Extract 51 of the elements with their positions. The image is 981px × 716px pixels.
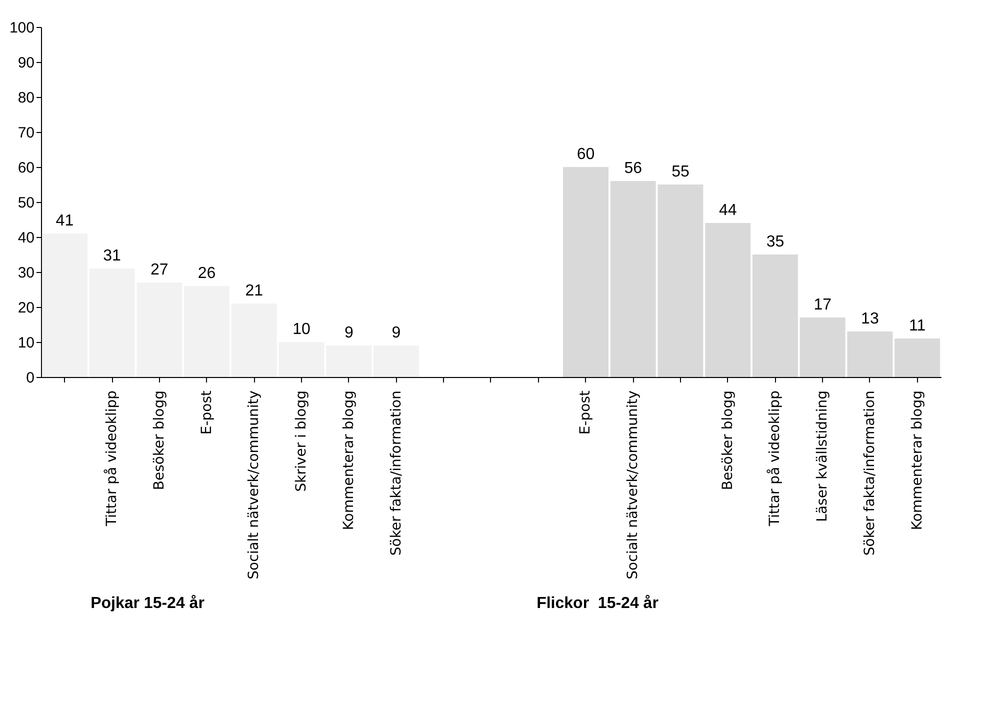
data-label: 9 xyxy=(344,324,354,342)
x-tick-label: Kommenterar blogg xyxy=(340,390,357,530)
y-tick-label: 30 xyxy=(18,264,34,282)
data-label: 13 xyxy=(861,310,879,328)
data-label: 26 xyxy=(198,265,216,282)
text: Flickor 15-24 år xyxy=(536,595,658,613)
data-label: 11 xyxy=(909,318,926,334)
data-label: 60 xyxy=(576,146,595,163)
y-tick-label: 70 xyxy=(18,124,34,142)
data-label: 44 xyxy=(718,202,737,219)
bar xyxy=(374,346,419,377)
x-tick-label: Kommenterar blogg xyxy=(909,390,926,530)
data-label: 31 xyxy=(103,248,122,264)
y-tick-label: 10 xyxy=(18,334,34,352)
data-label: 35 xyxy=(766,234,784,250)
x-tick-label: E-post xyxy=(198,390,215,435)
y-tick-label: 0 xyxy=(26,370,34,386)
y-tick-label: 50 xyxy=(18,194,34,212)
data-label: 56 xyxy=(624,160,642,177)
bar xyxy=(184,286,230,377)
x-tick-label: Läser kvällstidning xyxy=(814,390,831,522)
bar xyxy=(42,234,88,377)
data-label: 55 xyxy=(672,164,690,180)
x-tick-label: Söker fakta/information xyxy=(862,390,878,556)
bar xyxy=(894,338,940,377)
data-label: 17 xyxy=(814,296,832,314)
x-tick-label: Skriver i blogg xyxy=(294,390,310,492)
y-tick-label: 90 xyxy=(18,54,34,72)
bar xyxy=(563,167,608,377)
bar xyxy=(231,304,277,377)
x-tick-label: Socialt nätverk/community xyxy=(625,390,642,580)
text: Pojkar 15-24 år xyxy=(90,595,204,613)
y-tick-label: 60 xyxy=(18,160,34,176)
data-label: 27 xyxy=(150,262,168,278)
bar xyxy=(705,223,751,377)
x-tick-label: Tittar på videoklipp xyxy=(103,390,120,528)
x-tick-label: Besöker blogg xyxy=(151,390,168,490)
y-tick-label: 100 xyxy=(9,20,34,36)
data-label: 41 xyxy=(56,212,74,230)
x-tick-label: Tittar på videoklipp xyxy=(766,390,784,528)
x-tick-label: Söker fakta/information xyxy=(388,390,404,556)
y-tick-label: 80 xyxy=(18,90,34,106)
y-tick-label: 20 xyxy=(18,300,34,316)
data-label: 9 xyxy=(392,324,401,342)
x-tick-label: E-post xyxy=(578,390,594,435)
y-tick-label: 40 xyxy=(18,230,34,246)
bar xyxy=(752,254,798,377)
data-label: 21 xyxy=(245,282,264,300)
x-tick-label: Socialt nätverk/community xyxy=(246,390,262,580)
x-tick-label: Besöker blogg xyxy=(720,390,736,490)
data-label: 10 xyxy=(292,321,311,338)
